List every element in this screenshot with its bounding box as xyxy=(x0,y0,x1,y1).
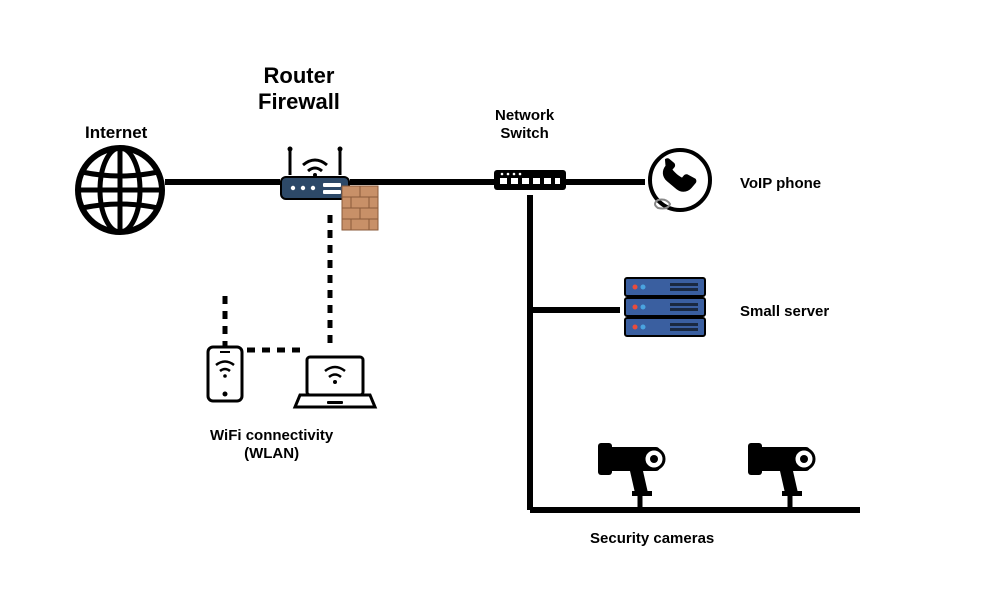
label-router-firewall: Router Firewall xyxy=(258,63,340,116)
label-security-cameras: Security cameras xyxy=(590,530,714,548)
label-router-line: Router xyxy=(258,63,340,89)
label-network-switch: Network Switch xyxy=(495,107,554,143)
label-wifi-line2: (WLAN) xyxy=(210,445,333,463)
label-switch-line: Switch xyxy=(495,125,554,143)
security-camera-icon-2 xyxy=(748,443,814,496)
label-small-server: Small server xyxy=(740,303,829,321)
firewall-icon xyxy=(342,186,378,230)
label-internet: Internet xyxy=(85,123,147,143)
smartphone-icon xyxy=(208,347,242,401)
internet-globe-icon xyxy=(78,148,162,232)
label-wifi-line1: WiFi connectivity xyxy=(210,427,333,445)
label-network-line: Network xyxy=(495,107,554,125)
label-wifi: WiFi connectivity (WLAN) xyxy=(210,427,333,463)
router-icon xyxy=(281,147,349,200)
label-firewall-line: Firewall xyxy=(258,89,340,115)
security-camera-icon-1 xyxy=(598,443,664,496)
voip-phone-icon xyxy=(650,150,710,210)
small-server-icon xyxy=(625,278,705,336)
diagram-canvas xyxy=(0,0,1000,600)
network-switch-icon xyxy=(494,170,566,190)
label-voip-phone: VoIP phone xyxy=(740,175,821,193)
laptop-icon xyxy=(295,357,375,407)
